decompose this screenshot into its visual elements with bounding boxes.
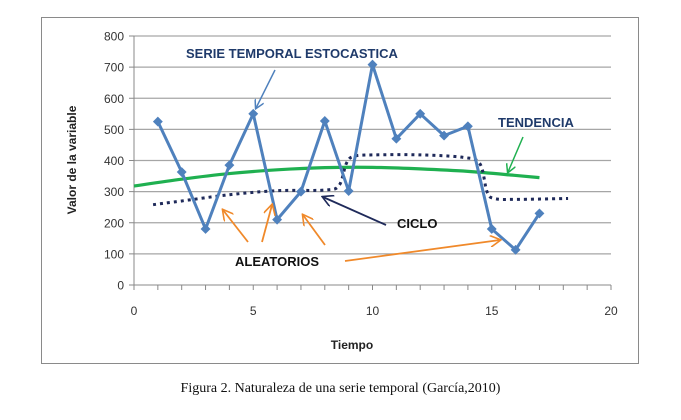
x-tick-label: 5 [250,304,257,318]
y-tick-label: 500 [104,123,124,137]
y-tick-label: 600 [104,92,124,106]
data-point [152,116,163,127]
data-point [200,224,211,234]
data-point [224,160,235,171]
y-tick-label: 400 [104,154,124,168]
data-point [343,186,354,196]
data-point [319,116,330,126]
arrow-ciclo [323,197,387,226]
y-tick-label: 700 [104,61,124,75]
annotation-tendencia: TENDENCIA [498,115,574,130]
data-point [510,244,521,255]
series-ciclo-line [152,153,569,207]
annotation-aleatorios: ALEATORIOS [235,254,319,269]
series-layer [133,59,569,255]
axes: 0 100 200 300 400 500 600 700 800 0 5 10 15 20 [104,30,618,319]
arrow-aleatorio [223,210,249,243]
gridlines [134,35,611,255]
data-point [296,186,306,197]
data-point [272,214,283,225]
arrow-aleatorio [303,215,326,246]
chart-frame [41,17,639,364]
y-tick-label: 100 [104,247,124,261]
x-tick-label: 10 [366,304,380,318]
x-tick-label: 0 [131,304,138,318]
arrow-aleatorio [261,205,272,243]
annotation-arrows [223,69,524,262]
y-tick-label: 800 [104,30,124,44]
time-series-chart: 0 100 200 300 400 500 600 700 800 0 5 10 15 20 SERIE … [65,30,618,353]
y-axis-label: Valor de la variable [65,105,79,214]
annotation-serie: SERIE TEMPORAL ESTOCASTICA [186,46,398,61]
y-tick-label: 200 [104,216,124,230]
annotation-ciclo: CICLO [397,216,437,231]
data-point [248,108,259,119]
figure-caption: Figura 2. Naturaleza de una serie tempor… [180,381,501,396]
data-point [439,130,449,141]
data-point [176,167,187,177]
arrow-aleatorio [344,240,500,262]
data-point [367,59,378,70]
arrow-serie [256,69,276,108]
data-point [391,133,402,144]
data-point [534,208,545,219]
data-point [486,224,497,234]
x-tick-label: 20 [604,304,618,318]
x-tick-label: 15 [485,304,499,318]
arrow-tendencia [508,136,524,172]
series-tendencia-line [133,165,540,188]
x-axis-label: Tiempo [331,338,373,352]
y-tick-label: 300 [104,185,124,199]
y-tick-label: 0 [117,279,124,293]
